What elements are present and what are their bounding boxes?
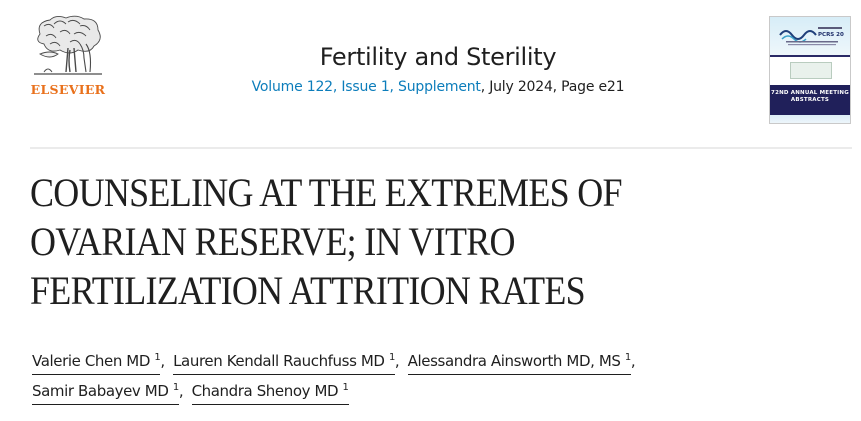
- author-name: Alessandra Ainsworth MD, MS: [407, 352, 621, 370]
- author-link[interactable]: Samir Babayev MD 1: [32, 382, 179, 405]
- cover-wave-graphic-icon: PCRS 2024: [779, 27, 844, 46]
- publisher-name: ELSEVIER: [30, 82, 106, 97]
- affiliation-marker: 1: [624, 352, 631, 363]
- author-name: Lauren Kendall Rauchfuss MD: [173, 352, 385, 370]
- author-separator: ,: [394, 352, 400, 370]
- publisher-logo-link[interactable]: ELSEVIER: [30, 14, 106, 100]
- cover-top-section: PCRS 2024: [770, 17, 850, 55]
- author-link[interactable]: Lauren Kendall Rauchfuss MD 1: [173, 352, 395, 375]
- author-list: Valerie Chen MD 1, Lauren Kendall Rauchf…: [32, 346, 792, 406]
- cover-society-section: [770, 55, 850, 85]
- author-name: Samir Babayev MD: [32, 382, 169, 400]
- author-separator: ,: [178, 382, 184, 400]
- article-title-line: OVARIAN RESERVE; IN VITRO: [30, 219, 516, 264]
- author-link[interactable]: Valerie Chen MD 1: [32, 352, 161, 375]
- elsevier-tree-logo-icon: [30, 14, 106, 80]
- cover-bottom-section: [770, 115, 850, 123]
- article-title-line: COUNSELING AT THE EXTREMES OF: [30, 170, 623, 215]
- cover-band-line2: ABSTRACTS: [790, 97, 830, 103]
- author-link[interactable]: Chandra Shenoy MD 1: [191, 382, 349, 405]
- affiliation-marker: 1: [388, 352, 395, 363]
- issue-date-page: , July 2024, Page e21: [480, 79, 625, 95]
- article-title: COUNSELING AT THE EXTREMES OF OVARIAN RE…: [30, 168, 678, 315]
- author-separator: ,: [160, 352, 165, 370]
- cover-band-line1: 72ND ANNUAL MEETING: [771, 90, 849, 96]
- article-title-line: FERTILIZATION ATTRITION RATES: [30, 268, 586, 313]
- affiliation-marker: 1: [172, 382, 179, 393]
- author-line: Samir Babayev MD 1, Chandra Shenoy MD 1: [32, 376, 792, 406]
- cover-title-band: 72ND ANNUAL MEETING ABSTRACTS: [770, 85, 850, 115]
- author-link[interactable]: Alessandra Ainsworth MD, MS 1: [407, 352, 631, 375]
- author-separator: ,: [630, 352, 636, 370]
- author-line: Valerie Chen MD 1, Lauren Kendall Rauchf…: [32, 346, 792, 376]
- author-name: Chandra Shenoy MD: [191, 382, 339, 400]
- journal-title-link[interactable]: Fertility and Sterility: [319, 43, 557, 71]
- journal-issue-info: Volume 122, Issue 1, Supplement, July 20…: [200, 78, 676, 96]
- issue-link[interactable]: Volume 122, Issue 1, Supplement: [251, 79, 481, 95]
- author-name: Valerie Chen MD: [32, 352, 150, 370]
- affiliation-marker: 1: [342, 382, 349, 393]
- society-logo-icon: [790, 62, 832, 79]
- affiliation-marker: 1: [154, 352, 161, 363]
- journal-cover-image[interactable]: PCRS 2024 72ND ANNUAL MEETING ABSTRACTS: [769, 16, 851, 124]
- svg-text:PCRS 2024: PCRS 2024: [818, 32, 844, 38]
- header-divider: [30, 147, 852, 149]
- journal-header: Fertility and Sterility Volume 122, Issu…: [200, 42, 676, 96]
